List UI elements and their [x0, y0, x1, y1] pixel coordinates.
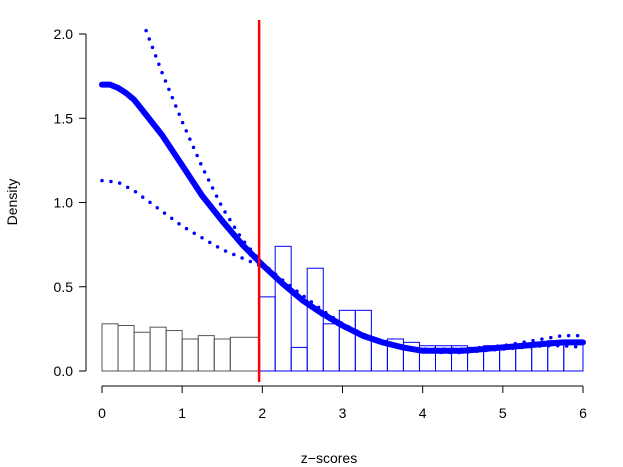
histogram-bars-below-threshold [101, 323, 260, 372]
y-tick-label: 0.0 [54, 363, 74, 379]
x-tick-label: 2 [258, 405, 266, 421]
histogram-bar-below-threshold [181, 338, 199, 372]
y-tick-label: 0.5 [54, 279, 74, 295]
histogram-bars-above-threshold [258, 245, 584, 372]
histogram-bar-below-threshold [229, 336, 260, 372]
histogram-bar-below-threshold [197, 335, 215, 372]
x-tick-label: 4 [419, 405, 427, 421]
x-axis: 0 1 2 3 4 5 6 [98, 385, 587, 421]
histogram-bar-above-threshold [531, 343, 549, 372]
histogram-bar-above-threshold [306, 267, 324, 372]
density-confidence-band-line [144, 28, 585, 351]
histogram-bar-above-threshold [274, 245, 292, 372]
histogram-bar-above-threshold [515, 345, 533, 372]
x-tick-label: 5 [499, 405, 507, 421]
x-tick-label: 0 [98, 405, 106, 421]
histogram-bar-below-threshold [133, 331, 151, 372]
y-ticks: 0.0 0.5 1.0 1.5 2.0 [54, 26, 86, 379]
density-curves [99, 28, 586, 355]
histogram-bar-below-threshold [213, 338, 231, 372]
histogram-bar-above-threshold [290, 346, 308, 372]
x-tick-label: 1 [178, 405, 186, 421]
x-tick-label: 3 [339, 405, 347, 421]
histogram-bar-above-threshold [563, 343, 584, 372]
y-tick-label: 1.0 [54, 195, 74, 211]
histogram-bar-above-threshold [338, 309, 356, 372]
x-axis-label: z−scores [301, 450, 357, 466]
histogram-bar-above-threshold [258, 296, 276, 372]
histogram-bar-below-threshold [149, 326, 167, 372]
histogram-bar-below-threshold [101, 323, 119, 372]
histogram-bar-below-threshold [117, 325, 135, 372]
x-ticks: 0 1 2 3 4 5 6 [98, 386, 587, 421]
x-tick-label: 6 [579, 405, 587, 421]
y-axis: 0.0 0.5 1.0 1.5 2.0 [54, 26, 87, 379]
y-tick-label: 2.0 [54, 26, 74, 42]
histogram-bar-above-threshold [322, 323, 340, 372]
y-axis-label: Density [4, 179, 20, 226]
density-estimate-line [99, 81, 586, 354]
y-tick-label: 1.5 [54, 110, 74, 126]
histogram-bar-below-threshold [165, 330, 183, 372]
